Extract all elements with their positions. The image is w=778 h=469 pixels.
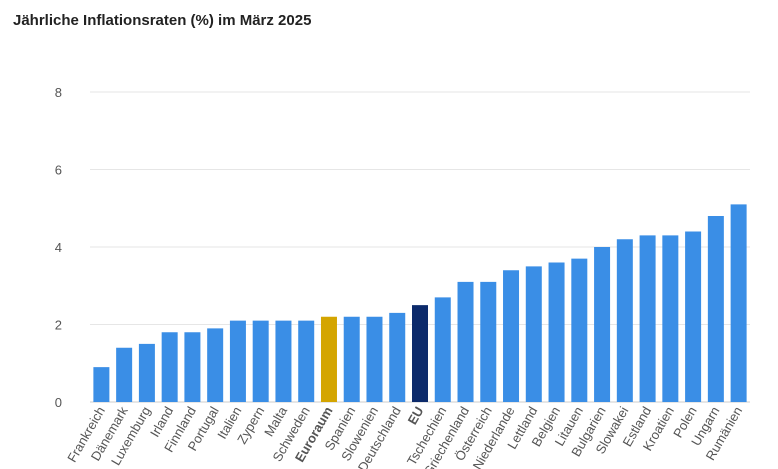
bar[interactable] [320, 316, 337, 402]
bar[interactable] [730, 204, 747, 403]
bars [93, 204, 747, 403]
bar[interactable] [389, 312, 406, 403]
bar[interactable] [343, 316, 360, 402]
x-tick-label: EU [405, 404, 427, 427]
y-tick-label: 6 [55, 163, 62, 178]
bar[interactable] [298, 320, 315, 403]
bar[interactable] [229, 320, 246, 403]
bar[interactable] [457, 281, 474, 403]
bar[interactable] [161, 332, 178, 402]
bar[interactable] [662, 235, 679, 403]
bar[interactable] [412, 305, 428, 403]
bar[interactable] [616, 239, 633, 402]
bar[interactable] [503, 270, 520, 402]
bar[interactable] [275, 320, 292, 403]
bar[interactable] [434, 297, 451, 403]
bar[interactable] [548, 262, 565, 403]
bar[interactable] [366, 316, 383, 402]
bar[interactable] [138, 343, 155, 403]
bar[interactable] [639, 235, 656, 403]
bar[interactable] [93, 367, 110, 403]
bar[interactable] [707, 216, 724, 402]
y-axis-ticks: 0 2 4 6 8 [55, 85, 62, 410]
bar[interactable] [525, 266, 542, 403]
chart-title: Jährliche Inflationsraten (%) im März 20… [13, 12, 312, 29]
y-tick-label: 0 [55, 395, 62, 410]
bar[interactable] [252, 320, 269, 403]
bar[interactable] [685, 231, 702, 403]
bar[interactable] [594, 247, 611, 402]
bar[interactable] [184, 332, 201, 402]
bar[interactable] [571, 258, 588, 403]
y-tick-label: 2 [55, 318, 62, 333]
bar[interactable] [480, 281, 497, 403]
bar[interactable] [207, 328, 224, 403]
y-tick-label: 8 [55, 85, 62, 100]
bar[interactable] [116, 347, 133, 402]
y-tick-label: 4 [55, 240, 62, 255]
x-axis-ticks: FrankreichDänemarkLuxemburgIrlandFinnlan… [64, 403, 745, 469]
